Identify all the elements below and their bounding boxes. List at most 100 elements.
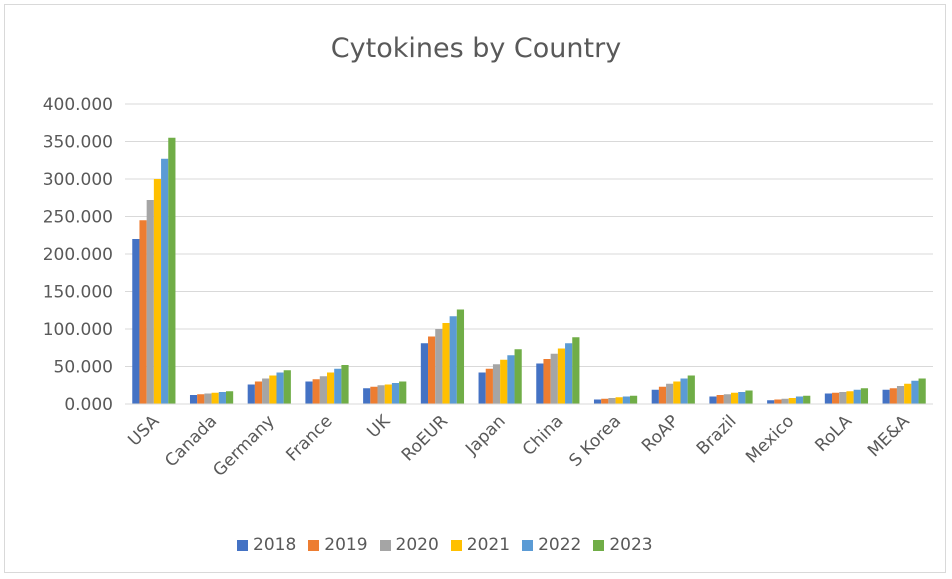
bar-2023 xyxy=(168,137,176,404)
bar-2018 xyxy=(132,239,140,404)
bar-2022 xyxy=(507,355,515,404)
bar-2023 xyxy=(399,381,407,404)
bar-2019 xyxy=(428,336,436,404)
x-tick-label: RoLA xyxy=(811,411,856,456)
y-tick-label: 250.000 xyxy=(43,208,113,228)
legend-swatch xyxy=(593,539,605,551)
bar-2018 xyxy=(363,388,371,404)
bar-2022 xyxy=(853,389,861,404)
bar-2022 xyxy=(218,392,226,404)
legend-swatch xyxy=(379,539,391,551)
legend-item: 2022 xyxy=(522,535,581,555)
bar-2022 xyxy=(680,378,688,404)
bar-2018 xyxy=(247,384,255,404)
bar-2019 xyxy=(658,386,667,404)
bar-2020 xyxy=(262,378,270,404)
bar-2019 xyxy=(485,368,493,404)
bar-2020 xyxy=(550,353,558,404)
bar-2020 xyxy=(204,393,212,404)
bar-2018 xyxy=(593,399,602,404)
y-tick-label: 150.000 xyxy=(43,283,113,303)
bar-2023 xyxy=(745,390,753,404)
bar-2023 xyxy=(803,395,811,404)
bar-2021 xyxy=(615,397,623,404)
y-tick-label: 0.000 xyxy=(64,395,113,415)
bar-2023 xyxy=(860,388,869,404)
chart-plot: 0.000 50.000 100.000 150.000 200.000 250.000 3… xyxy=(43,95,933,481)
bar-2022 xyxy=(391,383,400,404)
chart-title: Cytokines by Country xyxy=(330,33,622,64)
bar-2018 xyxy=(882,389,890,404)
bar-2021 xyxy=(731,392,739,404)
y-tick-label: 400.000 xyxy=(43,95,113,115)
bar-2019 xyxy=(312,379,320,404)
bar-2018 xyxy=(305,381,313,404)
bar-2020 xyxy=(839,392,847,404)
bar-2021 xyxy=(788,398,796,404)
legend-item: 2021 xyxy=(450,535,510,555)
bar-2022 xyxy=(622,396,630,404)
bar-2020 xyxy=(608,398,616,404)
legend-swatch xyxy=(308,539,320,551)
bar-2018 xyxy=(536,363,544,404)
bar-2018 xyxy=(709,396,717,404)
bar-2021 xyxy=(384,384,392,404)
bar-2020 xyxy=(781,398,789,404)
bar-2019 xyxy=(254,381,263,404)
y-tick-label: 200.000 xyxy=(43,245,113,265)
bar-2022 xyxy=(449,316,457,404)
legend-item: 2023 xyxy=(593,535,653,555)
x-tick-label: RoAP xyxy=(638,411,683,456)
bar-2020 xyxy=(146,200,154,404)
y-tick-label: 50.000 xyxy=(54,358,113,378)
bar-2023 xyxy=(687,375,695,404)
bar-2022 xyxy=(738,392,746,404)
legend-label: 2023 xyxy=(609,535,653,555)
bar-2022 xyxy=(911,380,919,404)
bar-2022 xyxy=(161,158,169,404)
chart-legend: 2018 2019 2020 2021 2022 2023 xyxy=(237,535,665,555)
bar-2018 xyxy=(824,393,833,404)
x-tick-label: Brazil xyxy=(693,411,741,459)
bar-2019 xyxy=(370,386,378,404)
legend-label: 2020 xyxy=(395,535,439,555)
x-tick-label: USA xyxy=(124,411,163,450)
legend-item: 2018 xyxy=(237,535,296,555)
legend-label: 2022 xyxy=(538,535,582,555)
bar-2021 xyxy=(557,348,566,404)
legend-label: 2018 xyxy=(253,535,297,555)
bar-2019 xyxy=(543,359,551,404)
bar-2023 xyxy=(629,395,638,404)
legend-swatch xyxy=(237,539,248,551)
bar-2019 xyxy=(601,398,609,404)
bar-2023 xyxy=(514,349,522,404)
bar-2023 xyxy=(283,370,291,404)
bar-2018 xyxy=(189,395,198,404)
bar-2023 xyxy=(341,365,349,404)
bar-2019 xyxy=(889,388,897,404)
bar-2018 xyxy=(767,400,775,404)
bar-2023 xyxy=(225,391,234,404)
x-tick-label: Canada xyxy=(161,411,221,471)
legend-swatch xyxy=(450,539,462,551)
x-tick-label: Mexico xyxy=(742,411,798,467)
bar-2019 xyxy=(139,220,147,404)
y-tick-label: 300.000 xyxy=(43,170,113,190)
x-tick-label: France xyxy=(282,411,336,465)
x-tick-label: Germany xyxy=(209,411,278,480)
bar-2023 xyxy=(456,309,465,404)
bar-2021 xyxy=(442,323,450,404)
bar-2022 xyxy=(795,396,804,404)
bar-2018 xyxy=(651,389,659,404)
bar-2019 xyxy=(716,395,724,404)
bar-2019 xyxy=(832,392,840,404)
bar-2019 xyxy=(774,399,782,404)
y-tick-label: 100.000 xyxy=(43,320,113,340)
x-tick-label: RoEUR xyxy=(398,411,452,465)
bar-2021 xyxy=(500,359,508,404)
bar-2021 xyxy=(846,391,854,404)
bar-2023 xyxy=(918,378,926,404)
bar-2022 xyxy=(334,368,342,404)
bar-2020 xyxy=(319,376,327,404)
bar-2021 xyxy=(153,179,162,404)
